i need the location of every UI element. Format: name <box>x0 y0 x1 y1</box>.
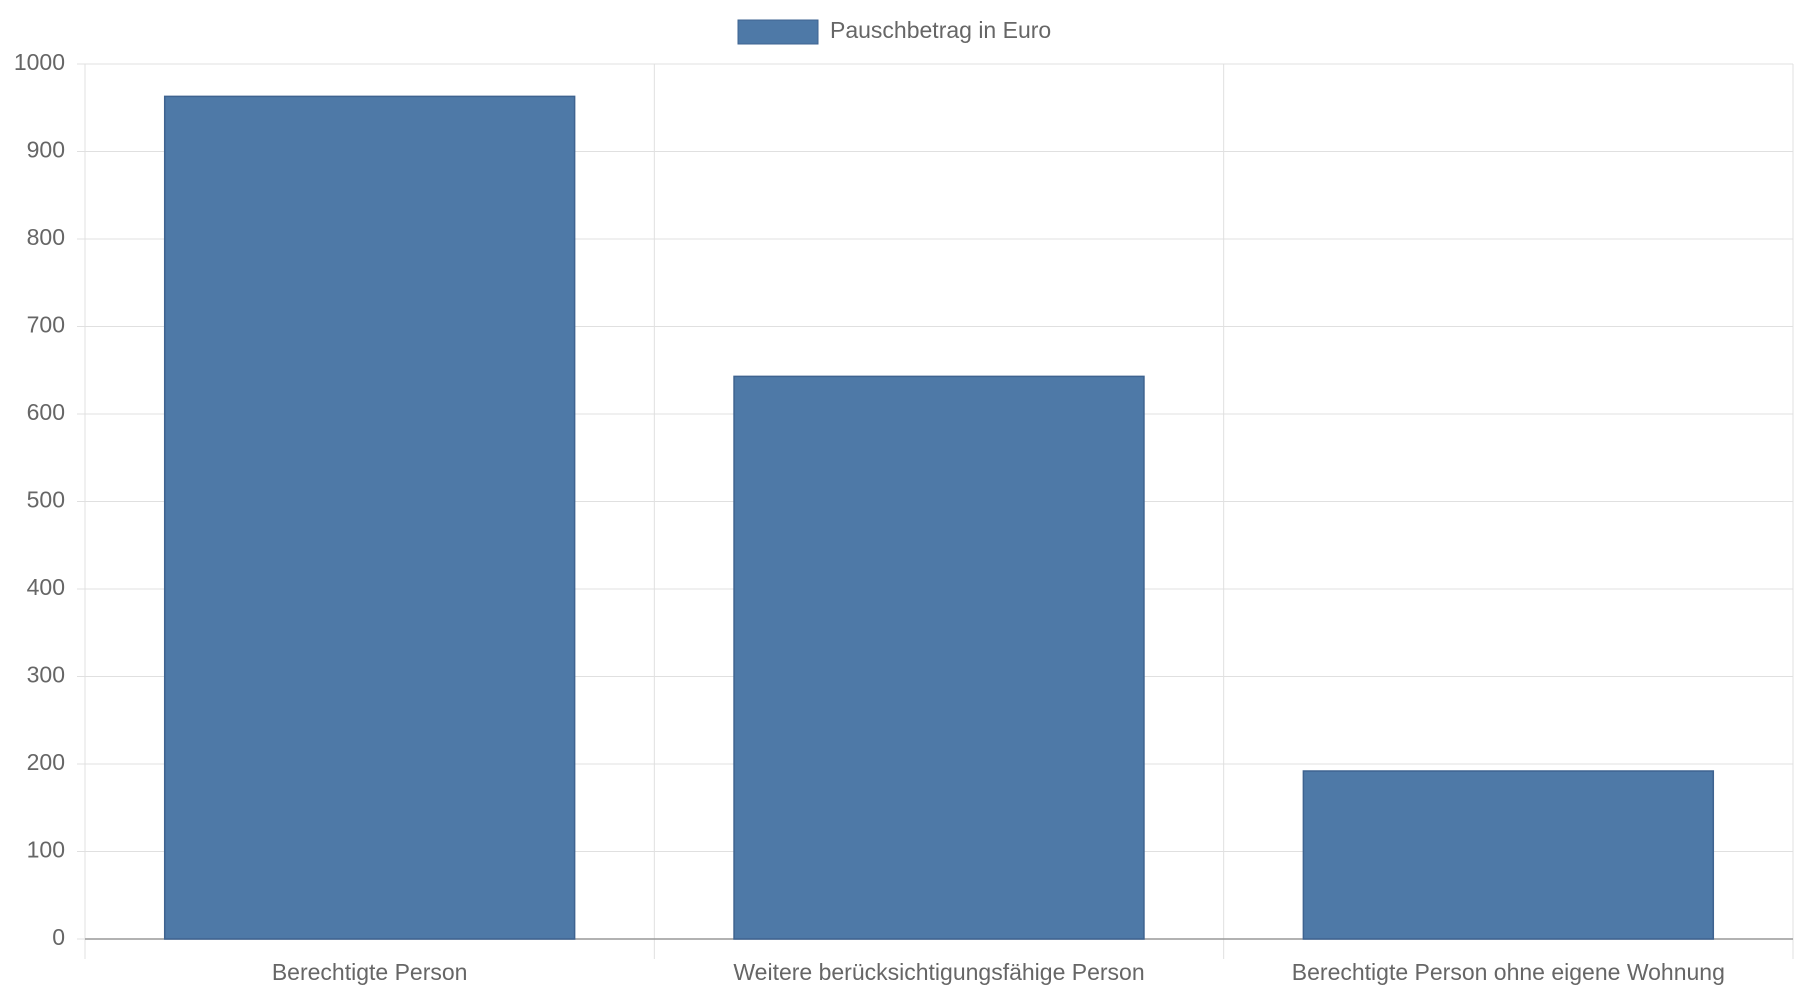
y-tick-label: 200 <box>27 749 65 775</box>
y-tick-label: 700 <box>27 312 65 338</box>
y-tick-label: 800 <box>27 224 65 250</box>
x-tick-label: Berechtigte Person ohne eigene Wohnung <box>1292 959 1725 985</box>
y-tick-label: 900 <box>27 137 65 163</box>
bar <box>1302 770 1715 940</box>
y-tick-label: 500 <box>27 487 65 513</box>
x-tick-label: Berechtigte Person <box>272 959 468 985</box>
x-tick-label: Weitere berücksichtigungsfähige Person <box>733 959 1144 985</box>
legend-swatch <box>737 19 819 45</box>
y-tick-label: 300 <box>27 662 65 688</box>
bar <box>733 375 1145 940</box>
y-tick-label: 400 <box>27 574 65 600</box>
bar <box>163 95 576 940</box>
y-tick-label: 600 <box>27 399 65 425</box>
legend-label: Pauschbetrag in Euro <box>830 17 1051 43</box>
y-tick-label: 1000 <box>14 49 65 75</box>
y-tick-label: 100 <box>27 837 65 863</box>
y-tick-label: 0 <box>52 924 65 950</box>
